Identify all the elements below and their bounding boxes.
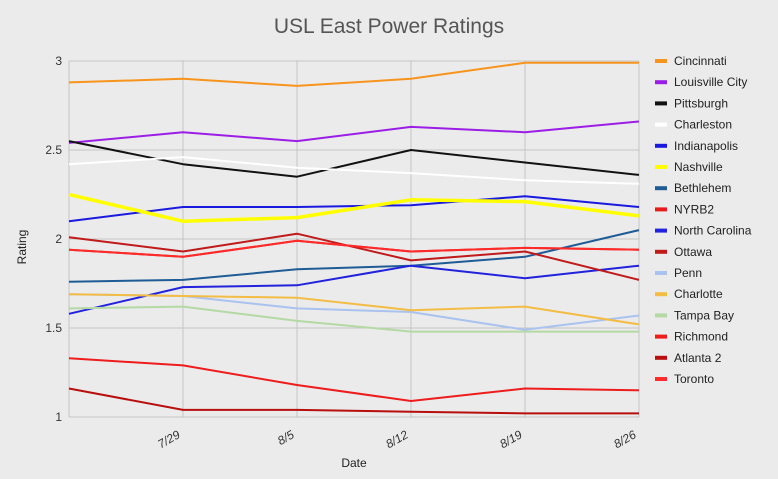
legend-label-charleston: Charleston — [674, 118, 732, 132]
x-tick-label: 8/5 — [275, 427, 297, 448]
legend-swatch-indianapolis — [655, 143, 667, 148]
legend-swatch-louisville-city — [655, 80, 667, 85]
series-line-charlotte — [68, 293, 640, 326]
legend-swatch-charleston — [655, 122, 667, 127]
x-tick-label: 7/29 — [155, 427, 183, 451]
series-line-atlanta-2 — [68, 387, 639, 415]
series-line-richmond — [68, 357, 640, 402]
y-axis-ticks: 1 1.5 2 2.5 3 — [45, 54, 62, 424]
series-line-ottawa — [68, 232, 640, 281]
legend-swatch-toronto — [655, 377, 667, 381]
y-axis-title: Rating — [15, 230, 29, 265]
legend-swatch-ottawa — [655, 249, 667, 254]
legend-swatch-nyrb2 — [655, 207, 667, 212]
legend-label-nyrb2: NYRB2 — [674, 202, 714, 216]
chart-title: USL East Power Ratings — [274, 15, 504, 38]
legend-swatch-north-carolina — [655, 228, 667, 233]
legend-swatch-penn — [655, 271, 667, 275]
series-line-nashville — [68, 192, 640, 223]
legend-swatch-richmond — [655, 334, 667, 339]
legend-label-tampa-bay: Tampa Bay — [674, 308, 734, 322]
y-tick-label: 2.5 — [45, 143, 62, 157]
legend-label-louisville-city: Louisville City — [674, 75, 747, 89]
legend-label-atlanta-2: Atlanta 2 — [674, 351, 722, 365]
x-tick-label: 8/12 — [383, 427, 411, 451]
legend-swatch-charlotte — [655, 292, 667, 297]
series-line-bethlehem — [68, 229, 640, 283]
legend-label-north-carolina: North Carolina — [674, 224, 752, 238]
legend-label-bethlehem: Bethlehem — [674, 181, 731, 195]
legend-label-richmond: Richmond — [674, 330, 728, 344]
legend-label-indianapolis: Indianapolis — [674, 139, 738, 153]
legend-label-pittsburgh: Pittsburgh — [674, 96, 728, 110]
legend: Cincinnati Louisville City Pittsburgh Charl… — [655, 54, 752, 386]
series-line-louisville-city — [68, 120, 640, 144]
legend-swatch-cincinnati — [655, 59, 667, 63]
gridlines — [68, 60, 640, 418]
series-line-tampa-bay — [68, 305, 639, 333]
series-line-cincinnati — [68, 61, 639, 87]
x-tick-label: 8/26 — [611, 427, 639, 451]
legend-swatch-atlanta-2 — [655, 355, 667, 360]
y-tick-label: 3 — [55, 54, 62, 68]
legend-swatch-bethlehem — [655, 186, 667, 191]
legend-swatch-pittsburgh — [655, 101, 667, 106]
legend-label-cincinnati: Cincinnati — [674, 54, 727, 68]
y-tick-label: 2 — [55, 232, 62, 246]
y-tick-label: 1.5 — [45, 321, 62, 335]
legend-label-ottawa: Ottawa — [674, 245, 712, 259]
legend-label-penn: Penn — [674, 266, 702, 280]
x-axis-ticks: 7/29 8/5 8/12 8/19 8/26 — [155, 427, 639, 451]
x-tick-label: 8/19 — [497, 427, 525, 451]
legend-label-nashville: Nashville — [674, 160, 723, 174]
x-axis-title: Date — [341, 456, 367, 470]
legend-swatch-nashville — [655, 165, 667, 169]
series-line-indianapolis — [68, 195, 640, 223]
series-line-pittsburgh — [68, 140, 640, 178]
series-line-toronto — [68, 239, 640, 258]
y-tick-label: 1 — [55, 410, 62, 424]
legend-label-toronto: Toronto — [674, 372, 714, 386]
series-line-north-carolina — [68, 264, 640, 315]
series-lines — [68, 61, 640, 415]
legend-label-charlotte: Charlotte — [674, 287, 723, 301]
series-line-charleston — [68, 156, 640, 185]
legend-swatch-tampa-bay — [655, 313, 667, 318]
